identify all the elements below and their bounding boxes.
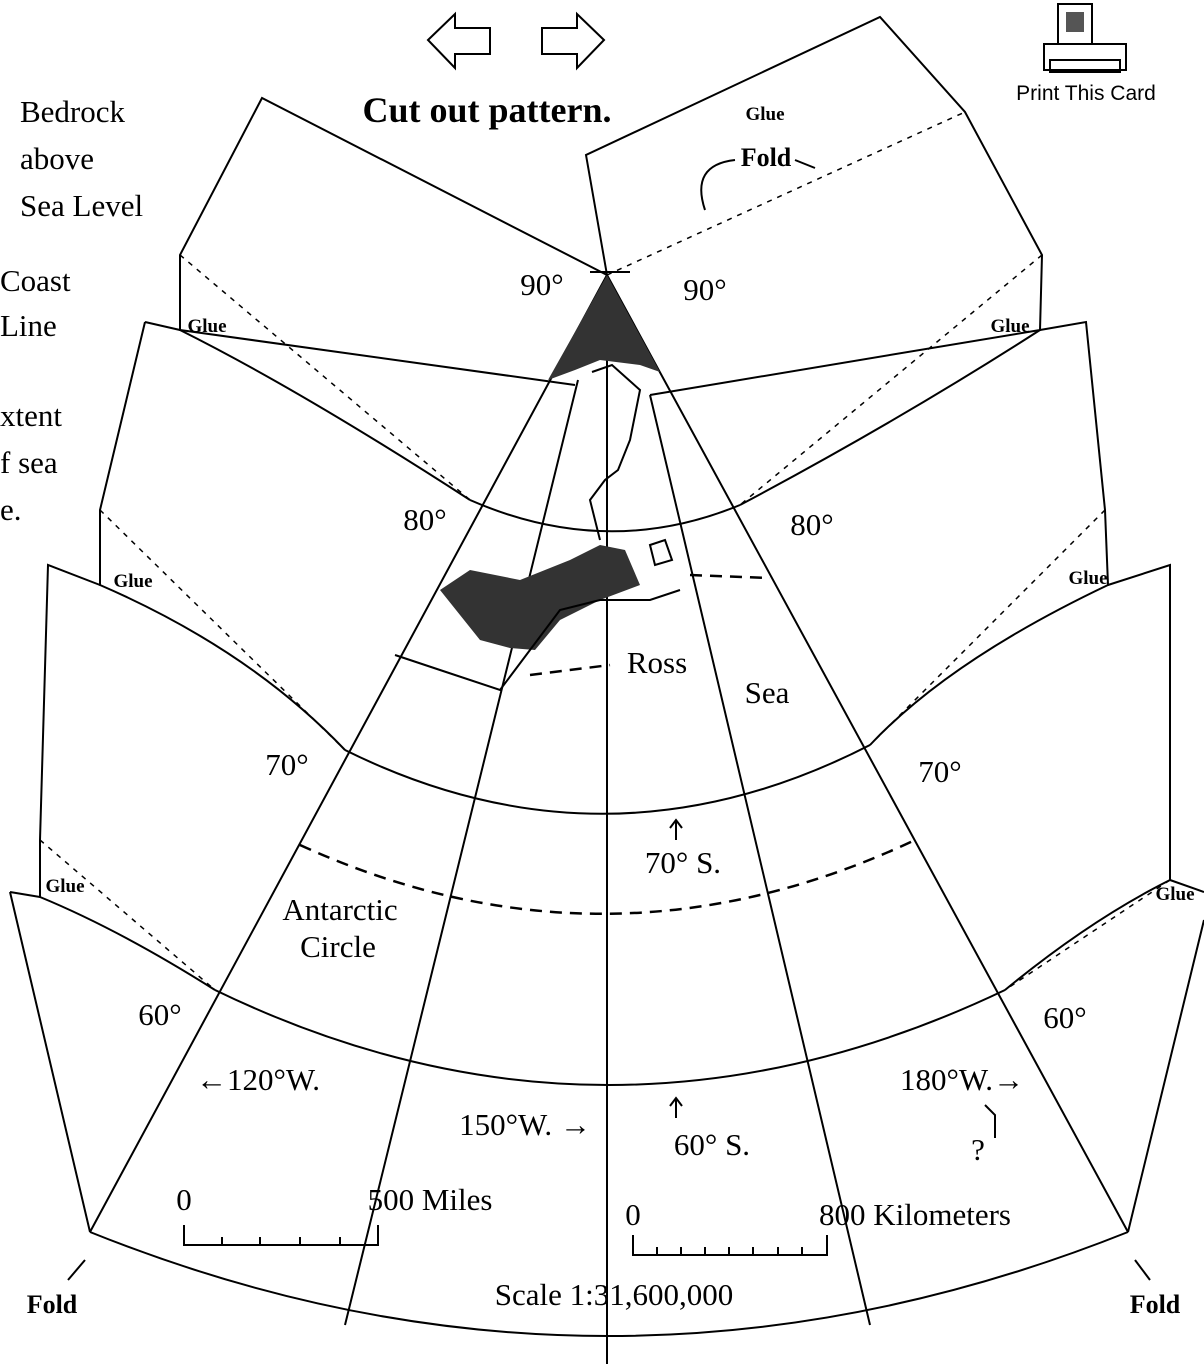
- glue-label: Glue: [187, 316, 226, 337]
- map-label: Antarctic: [282, 892, 397, 927]
- fold-label: Fold: [1130, 1290, 1181, 1319]
- latitude-label: 70°: [918, 754, 961, 789]
- map-label: 70° S.: [645, 845, 721, 880]
- legend-text: above: [20, 141, 94, 176]
- up-arrow: [669, 818, 683, 1118]
- pattern-outline: [9, 15, 1204, 1364]
- glue-label: Glue: [990, 316, 1029, 337]
- scale-bar: [183, 1225, 379, 1246]
- printer-icon[interactable]: [1043, 3, 1127, 73]
- legend-text: Bedrock: [20, 94, 126, 129]
- map-label: 180°W.→: [900, 1062, 1024, 1097]
- latitude-label: 80°: [403, 502, 446, 537]
- latitude-label: 60°: [1043, 1000, 1086, 1035]
- glue-label: Glue: [45, 876, 84, 897]
- map-label: Ross: [627, 645, 687, 680]
- fold-label: Fold: [741, 143, 792, 172]
- sea-ice-extent: [529, 573, 771, 677]
- fold-lines: [39, 111, 1171, 991]
- legend-text: Line: [0, 308, 57, 343]
- map-label: ?: [971, 1132, 985, 1167]
- legend-text: f sea: [0, 445, 58, 480]
- print-label[interactable]: Print This Card: [1016, 82, 1156, 105]
- scale-bar: [632, 1235, 828, 1256]
- legend-text: xtent: [0, 398, 62, 433]
- bedrock: [440, 545, 640, 650]
- legend-text: Sea Level: [20, 188, 143, 223]
- scale-label: 0: [625, 1197, 641, 1232]
- map-label: Sea: [745, 675, 790, 710]
- latitude-label: 90°: [683, 272, 726, 307]
- legend-text: e.: [0, 492, 22, 527]
- coast-line: [394, 363, 681, 692]
- latitude-label: 60°: [138, 997, 181, 1032]
- forward-arrow[interactable]: [541, 11, 606, 71]
- latitude-label: 70°: [265, 747, 308, 782]
- scale-label: 500 Miles: [368, 1182, 493, 1217]
- fold-arrow: [67, 1259, 1151, 1281]
- map-label: 60° S.: [674, 1127, 750, 1162]
- back-arrow[interactable]: [426, 11, 491, 71]
- glue-label: Glue: [745, 104, 784, 125]
- fold-arrow: [700, 159, 816, 211]
- scale-ratio: Scale 1:31,600,000: [495, 1277, 734, 1312]
- map-label: Circle: [300, 929, 376, 964]
- pointer: [984, 1104, 996, 1138]
- map-label: ←120°W.: [196, 1062, 320, 1097]
- map-label: 150°W. →: [459, 1107, 591, 1142]
- scale-label: 800 Kilometers: [819, 1197, 1011, 1232]
- title: Cut out pattern.: [363, 90, 612, 130]
- scale-label: 0: [176, 1182, 192, 1217]
- legend-text: Coast: [0, 263, 71, 298]
- glue-label: Glue: [113, 571, 152, 592]
- bedrock: [548, 275, 660, 380]
- fold-label: Fold: [27, 1290, 78, 1319]
- glue-label: Glue: [1155, 884, 1194, 905]
- latitude-label: 90°: [520, 267, 563, 302]
- latitude-label: 80°: [790, 507, 833, 542]
- glue-label: Glue: [1068, 568, 1107, 589]
